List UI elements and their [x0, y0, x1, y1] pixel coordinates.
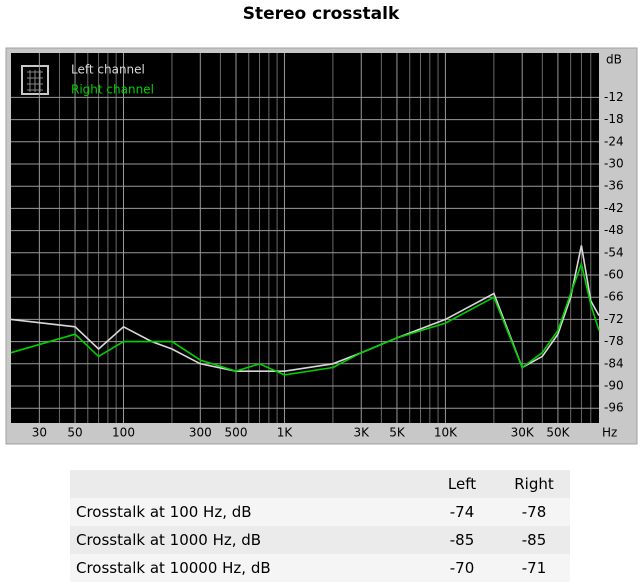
table-cell — [70, 470, 426, 498]
y-tick-label: -12 — [604, 90, 624, 104]
y-tick-label: -78 — [604, 334, 624, 348]
y-unit: dB — [606, 53, 622, 67]
plot-area — [11, 53, 599, 423]
legend-label: Right channel — [71, 83, 154, 97]
y-tick-label: -36 — [604, 179, 624, 193]
table-cell: -70 — [449, 559, 475, 577]
legend-icon — [21, 65, 49, 95]
y-tick-label: -90 — [604, 379, 624, 393]
y-tick-label: -18 — [604, 112, 624, 126]
table-cell: -78 — [521, 503, 547, 521]
chart: Stereo crosstalk dB Hz 30 50 100 300 500 1K 3K… — [5, 4, 638, 445]
table-cell: Crosstalk at 100 Hz, dB — [76, 503, 252, 521]
x-tick-label: 500 — [225, 426, 248, 440]
x-tick-label: 1K — [277, 426, 294, 440]
table-cell: -71 — [521, 559, 547, 577]
chart-title: Stereo crosstalk — [243, 4, 400, 24]
results-table: Left Right Crosstalk at 100 Hz, dB -74 -78 Cr… — [70, 470, 570, 582]
x-tick-label: 10K — [434, 426, 458, 440]
table-cell: Crosstalk at 10000 Hz, dB — [76, 559, 271, 577]
x-tick-label: 3K — [353, 426, 370, 440]
line-series — [10, 261, 600, 376]
y-tick-label: -60 — [604, 268, 624, 282]
table-row: Crosstalk at 1000 Hz, dB -85 -85 — [70, 526, 570, 554]
y-tick-label: -84 — [604, 356, 624, 370]
y-tick-label: -30 — [604, 157, 624, 171]
y-tick-label: -42 — [604, 201, 624, 215]
y-tick-label: -48 — [604, 223, 624, 237]
table-row: Left Right — [70, 470, 570, 498]
x-tick-label: 30K — [511, 426, 535, 440]
table-cell: -85 — [449, 531, 475, 549]
x-tick-label: 300 — [189, 426, 212, 440]
x-tick-label: 30 — [32, 426, 47, 440]
y-tick-label: -54 — [604, 245, 624, 259]
table-row: Crosstalk at 100 Hz, dB -74 -78 — [70, 498, 570, 526]
line-series — [10, 245, 600, 372]
x-tick-label: 100 — [112, 426, 135, 440]
y-tick-label: -24 — [604, 134, 624, 148]
table-cell: Right — [514, 475, 554, 493]
table-cell: Left — [447, 475, 477, 493]
y-tick-label: -72 — [604, 312, 624, 326]
x-tick-label: 50K — [546, 426, 570, 440]
table-cell: Crosstalk at 1000 Hz, dB — [76, 531, 262, 549]
table-cell: -74 — [449, 503, 475, 521]
y-tick-label: -96 — [604, 401, 624, 415]
table-cell: -85 — [521, 531, 547, 549]
legend-label: Left channel — [71, 63, 145, 77]
x-tick-label: 50 — [67, 426, 82, 440]
table-row: Crosstalk at 10000 Hz, dB -70 -71 — [70, 554, 570, 582]
x-unit: Hz — [602, 426, 617, 440]
x-tick-label: 5K — [389, 426, 406, 440]
y-tick-label: -66 — [604, 290, 624, 304]
